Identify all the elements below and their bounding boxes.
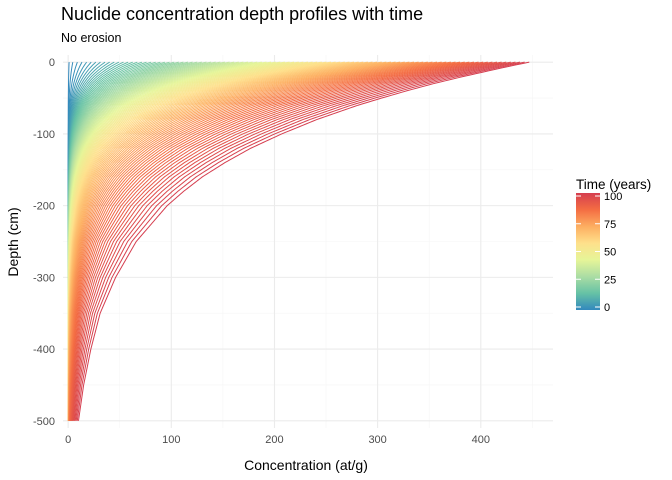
- x-tick-label: 0: [65, 434, 71, 446]
- series-line: [69, 61, 470, 421]
- y-tick-label: -300: [33, 272, 55, 284]
- minor-gridlines: [63, 55, 553, 428]
- legend-tick-label: 0: [604, 302, 610, 314]
- series-line: [72, 61, 502, 421]
- y-tick-label: 0: [49, 57, 55, 69]
- legend-tick-label: 50: [604, 247, 616, 259]
- x-tick-label: 200: [265, 434, 283, 446]
- series-line: [71, 61, 488, 421]
- series-line: [75, 61, 521, 421]
- series-line: [70, 61, 479, 421]
- series-line: [69, 61, 465, 421]
- series-line: [74, 61, 516, 421]
- x-tick-label: 300: [368, 434, 386, 446]
- y-tick-label: -500: [33, 416, 55, 428]
- legend-title: Time (years): [576, 177, 651, 192]
- y-tick-label: -100: [33, 129, 55, 141]
- series-line: [73, 61, 511, 421]
- x-tick-label: 400: [472, 434, 490, 446]
- chart-subtitle: No erosion: [61, 31, 122, 45]
- y-axis-ticks: 0 -100 -200 -300 -400 -500: [33, 57, 55, 428]
- legend-tick-label: 100: [604, 191, 622, 203]
- legend-tick-label: 25: [604, 274, 616, 286]
- y-tick-label: -200: [33, 201, 55, 213]
- x-axis-title: Concentration (at/g): [244, 457, 368, 473]
- legend-tick-label: 75: [604, 219, 616, 231]
- x-axis-ticks: 0 100 200 300 400: [65, 434, 490, 446]
- series-line: [73, 61, 507, 421]
- legend-ticks: 0 25 50 75 100: [576, 191, 622, 314]
- legend: Time (years) 0 25 50 75 100: [576, 177, 651, 314]
- chart-title: Nuclide concentration depth profiles wit…: [61, 4, 424, 24]
- x-tick-label: 100: [162, 434, 180, 446]
- series-line: [71, 61, 498, 421]
- series-line: [71, 61, 493, 421]
- y-axis-title: Depth (cm): [5, 207, 21, 276]
- series-line: [77, 61, 530, 421]
- y-tick-label: -400: [33, 344, 55, 356]
- series-line: [76, 61, 525, 421]
- series-line: [70, 61, 484, 421]
- series-lines: [67, 61, 530, 421]
- series-line: [69, 61, 475, 421]
